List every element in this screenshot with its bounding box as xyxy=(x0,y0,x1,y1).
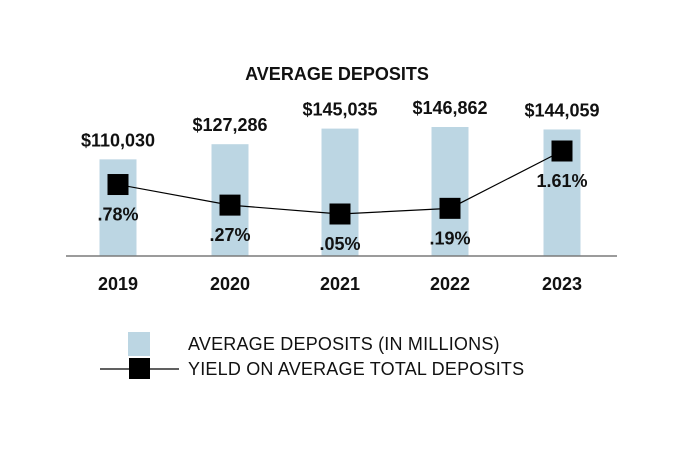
x-tick-label-2023: 2023 xyxy=(542,274,582,294)
legend-line-label: YIELD ON AVERAGE TOTAL DEPOSITS xyxy=(188,359,524,379)
bar-value-label-2022: $146,862 xyxy=(412,98,487,118)
bar-2022 xyxy=(431,127,469,256)
yield-marker-2023 xyxy=(551,140,573,162)
bar-value-label-2023: $144,059 xyxy=(524,100,599,120)
legend-bar-label: AVERAGE DEPOSITS (IN MILLIONS) xyxy=(188,334,500,354)
bar-labels-layer: $110,030 $127,286 $145,035 $146,862 $144,059 xyxy=(81,98,600,150)
yield-value-label-2021: .05% xyxy=(319,234,360,254)
yield-value-label-2020: .27% xyxy=(209,225,250,245)
bar-value-label-2021: $145,035 xyxy=(302,100,377,120)
bar-value-label-2019: $110,030 xyxy=(81,130,155,150)
x-tick-label-2020: 2020 xyxy=(210,274,250,294)
yield-value-label-2023: 1.61% xyxy=(536,171,587,191)
yield-marker-2021 xyxy=(329,203,351,225)
yield-value-label-2019: .78% xyxy=(97,205,138,225)
yield-value-label-2022: .19% xyxy=(429,228,470,248)
yield-marker-2020 xyxy=(219,194,241,216)
yield-marker-2022 xyxy=(439,197,461,219)
chart-title: AVERAGE DEPOSITS xyxy=(245,64,429,84)
legend-bar-swatch xyxy=(128,332,150,356)
x-tick-label-2019: 2019 xyxy=(98,274,138,294)
bar-2021 xyxy=(321,128,359,256)
yield-marker-2019 xyxy=(107,174,129,196)
x-tick-label-2021: 2021 xyxy=(320,274,360,294)
bar-value-label-2020: $127,286 xyxy=(192,115,267,135)
markers-layer xyxy=(107,140,573,225)
chart-legend: AVERAGE DEPOSITS (IN MILLIONS) YIELD ON … xyxy=(100,332,524,379)
yield-labels-layer: .78% .27% .05% .19% 1.61% xyxy=(97,171,587,254)
x-tick-label-2022: 2022 xyxy=(430,274,470,294)
legend-square-marker xyxy=(129,358,150,379)
category-labels-layer: 2019 2020 2021 2022 2023 xyxy=(98,274,582,294)
